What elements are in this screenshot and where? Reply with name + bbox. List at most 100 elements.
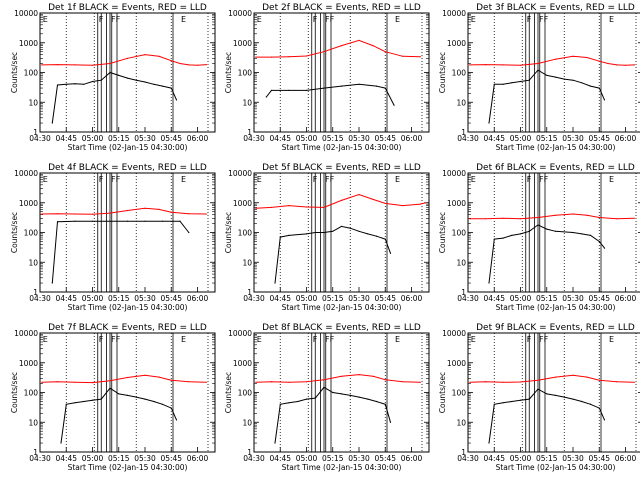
data-point xyxy=(270,206,273,208)
data-point xyxy=(60,442,62,444)
y-axis-label: Counts/sec xyxy=(438,372,447,413)
data-point xyxy=(288,89,290,91)
x-tick-label: 05:00 xyxy=(82,134,104,143)
x-tick-label: 05:45 xyxy=(374,454,396,463)
x-tick-label: 05:15 xyxy=(322,294,344,303)
flag-label: F xyxy=(527,15,532,24)
y-tick-label: 1000 xyxy=(19,39,38,48)
flag-label: F xyxy=(313,335,318,344)
data-point xyxy=(616,381,618,383)
events-series-line xyxy=(265,83,395,106)
x-tick-label: 06:00 xyxy=(187,134,209,143)
data-point xyxy=(581,400,583,403)
panel-title: Det 2f BLACK = Events, RED = LLD xyxy=(262,3,421,13)
data-point xyxy=(144,220,146,222)
data-point xyxy=(158,376,160,378)
y-tick-label: 10 xyxy=(28,98,38,107)
x-tick-label: 05:30 xyxy=(134,454,156,463)
flag-label: F xyxy=(99,335,104,344)
data-point xyxy=(126,220,129,222)
data-point xyxy=(384,379,386,381)
x-tick-label: 04:30 xyxy=(457,134,479,143)
flag-label: E xyxy=(609,175,614,184)
x-tick-label: 05:15 xyxy=(108,454,130,463)
x-tick-label: 06:00 xyxy=(615,294,637,303)
y-tick-label: 10 xyxy=(456,98,466,107)
data-point xyxy=(255,56,257,58)
data-point xyxy=(279,236,281,238)
data-point xyxy=(537,224,539,226)
plot-frame xyxy=(253,12,430,133)
data-point xyxy=(188,231,190,234)
data-point xyxy=(340,375,343,377)
x-tick-label: 05:15 xyxy=(322,134,344,143)
flag-label: F xyxy=(99,15,104,24)
x-tick-label: 04:45 xyxy=(483,454,505,463)
data-point xyxy=(288,205,290,207)
y-tick-label: 1 xyxy=(33,128,38,137)
x-tick-label: 05:00 xyxy=(296,134,318,143)
data-point xyxy=(340,225,343,227)
y-tick-label: 10000 xyxy=(442,9,466,18)
flag-label: E xyxy=(181,175,186,184)
data-point xyxy=(419,381,421,383)
data-point xyxy=(109,387,111,389)
data-point xyxy=(74,220,76,222)
data-point xyxy=(91,80,94,83)
data-point xyxy=(91,64,94,66)
flag-label: E xyxy=(395,175,400,184)
data-point xyxy=(358,39,360,42)
y-tick-label: 10000 xyxy=(442,329,466,338)
data-point xyxy=(384,403,386,405)
y-tick-label: 100 xyxy=(452,69,467,78)
plot-frame xyxy=(39,332,216,453)
flag-label: F xyxy=(527,175,532,184)
data-point xyxy=(367,398,369,400)
panel-title: Det 8f BLACK = Events, RED = LLD xyxy=(262,323,421,333)
data-point xyxy=(546,74,548,76)
data-point xyxy=(372,198,374,200)
x-tick-label: 05:00 xyxy=(82,454,104,463)
data-point xyxy=(372,375,374,377)
data-point xyxy=(41,213,43,215)
data-point xyxy=(135,396,137,398)
y-tick-label: 10 xyxy=(242,98,252,107)
y-axis-label: Counts/sec xyxy=(438,212,447,253)
y-tick-label: 10000 xyxy=(228,169,252,178)
data-point xyxy=(372,45,374,47)
data-point xyxy=(305,55,308,57)
y-tick-label: 100 xyxy=(238,69,253,78)
data-point xyxy=(502,402,504,404)
data-point xyxy=(41,64,43,66)
x-tick-label: 04:30 xyxy=(243,134,265,143)
data-point xyxy=(144,81,146,83)
data-point xyxy=(419,56,421,58)
data-point xyxy=(488,122,490,124)
x-tick-label: 06:00 xyxy=(401,454,423,463)
flag-label: E xyxy=(471,175,476,184)
x-tick-label: 05:15 xyxy=(108,294,130,303)
panel-title: Det 1f BLACK = Events, RED = LLD xyxy=(48,3,207,13)
data-point xyxy=(170,379,172,381)
x-tick-label: 05:15 xyxy=(322,454,344,463)
data-point xyxy=(332,230,334,232)
data-point xyxy=(598,379,600,381)
data-point xyxy=(323,87,325,89)
data-point xyxy=(572,398,574,400)
flag-label: FF xyxy=(325,175,335,184)
data-point xyxy=(603,247,606,249)
data-point xyxy=(389,421,392,423)
data-point xyxy=(255,381,257,383)
data-point xyxy=(196,64,199,66)
y-tick-label: 1 xyxy=(247,128,252,137)
x-tick-label: 05:30 xyxy=(134,294,156,303)
events-series-line xyxy=(51,220,190,284)
data-point xyxy=(279,403,281,405)
data-point xyxy=(265,96,267,98)
y-tick-label: 1000 xyxy=(233,359,252,368)
y-tick-label: 1000 xyxy=(447,359,466,368)
data-point xyxy=(205,381,207,383)
y-tick-label: 10000 xyxy=(442,169,466,178)
